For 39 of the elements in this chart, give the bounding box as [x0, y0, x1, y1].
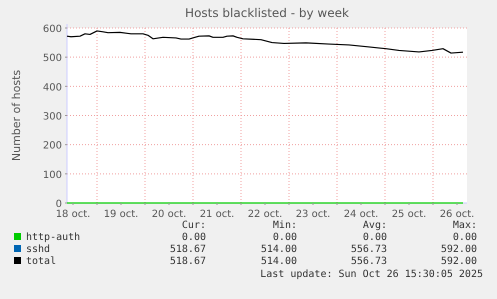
text: 0.00 — [362, 232, 387, 243]
y-tick-label: 600 — [42, 24, 62, 35]
text: 0.00 — [452, 232, 477, 243]
y-tick-label: 0 — [56, 199, 62, 210]
x-tick-label: 25 oct. — [392, 209, 426, 220]
text: 518.67 — [170, 256, 206, 267]
text: Avg: — [362, 220, 387, 231]
text: Last update: Sun Oct 26 15:30:05 2025 — [260, 269, 483, 280]
text: Cur: — [182, 220, 206, 231]
y-tick-label: 100 — [42, 170, 62, 181]
x-tick-label: 24 oct. — [344, 209, 378, 220]
x-tick-label: 19 oct. — [104, 209, 138, 220]
x-tick-label: 21 oct. — [200, 209, 234, 220]
x-tick-label: 18 oct. — [56, 209, 90, 220]
text: Max: — [452, 220, 477, 231]
x-tick-label: 20 oct. — [152, 209, 186, 220]
line-series — [66, 30, 464, 54]
text: 514.00 — [260, 244, 297, 255]
legend-label: total — [26, 256, 56, 267]
text: 556.73 — [350, 256, 387, 267]
text: 518.67 — [170, 244, 206, 255]
text: 0.00 — [182, 232, 206, 243]
text: 0.00 — [272, 232, 297, 243]
x-tick-label: 26 oct. — [440, 209, 474, 220]
text: Min: — [272, 220, 297, 231]
y-tick-label: 400 — [42, 82, 62, 94]
text: 592.00 — [440, 256, 477, 267]
legend-label: http-auth — [26, 232, 80, 243]
text: 556.73 — [350, 244, 387, 255]
legend-label: sshd — [26, 244, 50, 255]
y-tick-label: 200 — [42, 140, 62, 152]
x-tick-label: 23 oct. — [296, 209, 330, 220]
text: 592.00 — [440, 244, 477, 255]
y-tick-label: 500 — [42, 53, 62, 64]
chart-title: Hosts blacklisted - by week — [185, 6, 349, 20]
y-tick-label: 300 — [42, 112, 62, 122]
y-axis-title: Number of hosts — [10, 70, 23, 162]
x-tick-label: 22 oct. — [248, 209, 282, 220]
text: 514.00 — [260, 256, 297, 267]
